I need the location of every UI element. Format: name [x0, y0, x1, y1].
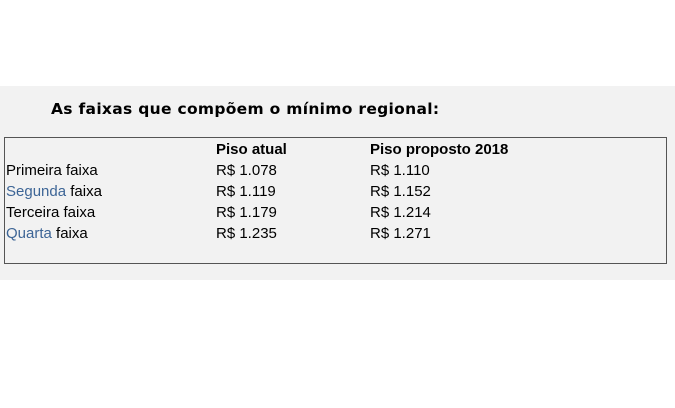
row-label-text: faixa — [51, 225, 88, 242]
table-row: Quarta faixa R$ 1.235 R$ 1.271 — [6, 223, 666, 244]
row-label: Terceira faixa — [6, 202, 95, 223]
header-piso-proposto: Piso proposto 2018 — [370, 141, 509, 158]
row-label: Quarta faixa — [6, 223, 88, 244]
piso-atual-value: R$ 1.179 — [216, 204, 277, 221]
table-row: Terceira faixa R$ 1.179 R$ 1.214 — [6, 202, 666, 223]
row-label: Segunda faixa — [6, 181, 102, 202]
salary-table: Piso atual Piso proposto 2018 Primeira f… — [4, 137, 667, 264]
segunda-link[interactable]: Segunda — [6, 183, 67, 200]
section-title: As faixas que compõem o mínimo regional: — [51, 100, 440, 118]
piso-proposto-value: R$ 1.152 — [370, 183, 431, 200]
content-panel: As faixas que compõem o mínimo regional:… — [0, 86, 675, 280]
row-label-text: faixa — [66, 183, 102, 200]
piso-proposto-value: R$ 1.214 — [370, 204, 431, 221]
piso-atual-value: R$ 1.078 — [216, 162, 277, 179]
piso-atual-value: R$ 1.119 — [216, 183, 276, 200]
row-label: Primeira faixa — [6, 160, 98, 181]
table-row: Segunda faixa R$ 1.119 R$ 1.152 — [6, 181, 666, 202]
row-label-text: Terceira faixa — [6, 204, 96, 221]
piso-atual-value: R$ 1.235 — [216, 225, 277, 242]
piso-proposto-value: R$ 1.110 — [370, 162, 430, 179]
header-piso-atual: Piso atual — [216, 141, 287, 158]
table-row: Primeira faixa R$ 1.078 R$ 1.110 — [6, 160, 666, 181]
quarta-link[interactable]: Quarta — [6, 225, 52, 242]
row-label-text: Primeira faixa — [6, 162, 98, 179]
piso-proposto-value: R$ 1.271 — [370, 225, 431, 242]
table-header-row: Piso atual Piso proposto 2018 — [6, 139, 666, 160]
